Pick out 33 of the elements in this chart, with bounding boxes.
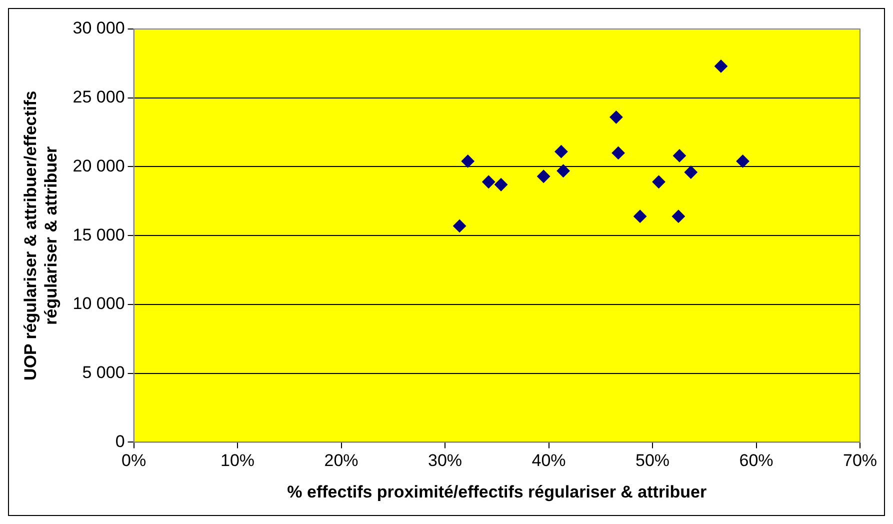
point xyxy=(556,164,570,178)
point xyxy=(672,210,685,223)
point xyxy=(461,154,474,168)
y-tick-label: 5 000 xyxy=(82,363,125,382)
point xyxy=(634,210,647,223)
x-axis-title: % effectifs proximité/effectifs régulariser & attribuer xyxy=(287,482,708,502)
x-tick-label: 70% xyxy=(842,451,878,470)
point xyxy=(672,149,686,162)
y-tick-label: 30 000 xyxy=(72,18,125,38)
point xyxy=(453,219,466,232)
point xyxy=(610,110,623,124)
x-tick-label: 40% xyxy=(532,451,566,470)
point xyxy=(554,145,568,158)
point xyxy=(736,154,750,168)
x-tick-label: 20% xyxy=(324,451,358,470)
y-axis-title: UOP régulariser & attribuer/effectifs régulariser & attribuer xyxy=(20,90,60,380)
point xyxy=(612,146,625,160)
point xyxy=(537,170,550,183)
x-tick-label: 0% xyxy=(122,451,146,470)
point xyxy=(494,178,508,192)
point xyxy=(652,175,666,188)
point xyxy=(714,60,728,73)
y-tick-label: 25 000 xyxy=(72,88,125,107)
x-tick-label: 50% xyxy=(636,451,670,470)
x-tick-label: 30% xyxy=(428,451,462,470)
y-tick-label: 0 xyxy=(115,432,125,451)
x-tick-label: 60% xyxy=(739,451,774,470)
x-tick-label: 10% xyxy=(220,451,255,470)
point xyxy=(684,166,698,179)
y-tick-label: 20 000 xyxy=(72,156,125,176)
y-tick-label: 10 000 xyxy=(72,294,125,314)
point xyxy=(482,175,496,188)
y-tick-label: 15 000 xyxy=(72,225,125,244)
